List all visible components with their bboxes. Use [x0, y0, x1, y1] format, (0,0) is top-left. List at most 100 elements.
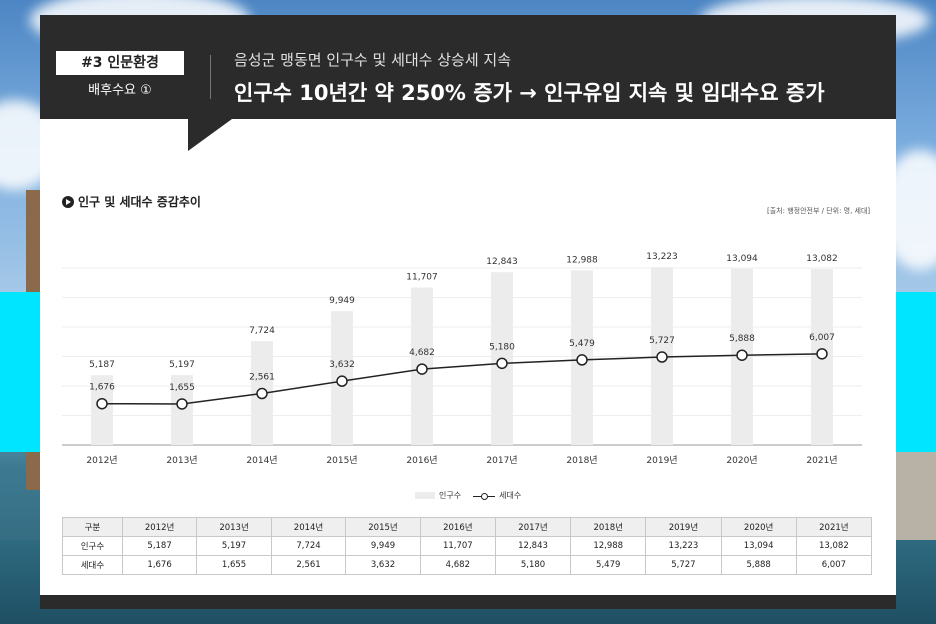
chart-section-title-text: 인구 및 세대수 증감추이 — [78, 195, 201, 209]
table-row: 인구수 5,187 5,197 7,724 9,949 11,707 12,843 12,98… — [62, 536, 873, 556]
table-cell: 2020년 — [720, 517, 797, 537]
bar-data-label: 13,082 — [806, 254, 838, 264]
line-point — [656, 351, 668, 363]
table-cell: 2014년 — [270, 517, 347, 537]
header-pointer — [188, 119, 232, 151]
bar-population — [91, 375, 113, 445]
chart-legend: 인구수 세대수 — [415, 490, 521, 501]
table-cell: 인구수 — [62, 536, 123, 556]
table-cell: 13,094 — [720, 536, 797, 556]
line-data-label: 6,007 — [809, 333, 835, 343]
line-data-label: 4,682 — [409, 348, 435, 358]
section-tag: #3 인문환경 — [56, 51, 184, 75]
line-point — [256, 387, 268, 400]
table-cell: 12,843 — [494, 536, 572, 556]
legend-line-label: 세대수 — [499, 491, 522, 500]
play-icon — [62, 196, 74, 208]
table-cell: 2,561 — [270, 555, 347, 575]
background-accent-left — [0, 292, 40, 452]
table-cell: 2013년 — [196, 517, 272, 537]
line-point — [416, 363, 428, 375]
table-cell: 1,655 — [196, 555, 272, 575]
table-cell: 5,197 — [196, 536, 272, 556]
bar-data-label: 5,187 — [89, 360, 115, 370]
content-card: #3 인문환경 배후수요 ① 음성군 맹동면 인구수 및 세대수 상승세 지속 … — [40, 15, 896, 609]
table-header-row: 구분 2012년 2013년 2014년 2015년 2016년 2017년 2018년 201… — [62, 517, 873, 537]
source-note: [출처: 행정안전부 / 단위: 명, 세대] — [767, 207, 871, 215]
bar-data-label: 7,724 — [249, 326, 275, 336]
line-point — [816, 348, 828, 360]
background-accent-right — [896, 292, 936, 452]
table-cell: 4,682 — [419, 555, 496, 575]
line-point — [96, 397, 108, 410]
x-tick-label: 2019년 — [646, 455, 677, 466]
table-cell: 7,724 — [270, 536, 347, 556]
table-cell: 13,223 — [645, 536, 722, 556]
line-point — [176, 398, 188, 410]
bar-data-label: 11,707 — [406, 272, 438, 282]
x-tick-label: 2014년 — [246, 455, 277, 466]
x-tick-label: 2016년 — [406, 455, 437, 466]
line-data-label: 5,888 — [729, 334, 755, 344]
bar-data-label: 13,094 — [726, 254, 758, 264]
header-subtitle: 음성군 맹동면 인구수 및 세대수 상승세 지속 — [234, 51, 512, 69]
header-banner: #3 인문환경 배후수요 ① 음성군 맹동면 인구수 및 세대수 상승세 지속 … — [40, 15, 896, 119]
table-cell: 2015년 — [345, 517, 421, 537]
background-building — [896, 452, 936, 552]
line-data-label: 3,632 — [329, 360, 355, 370]
line-data-label: 5,727 — [649, 336, 675, 346]
table-cell: 5,479 — [570, 555, 647, 575]
line-data-label: 5,479 — [569, 339, 595, 349]
bottom-bar — [40, 595, 896, 609]
table-cell: 9,949 — [345, 536, 421, 556]
table-cell: 3,632 — [345, 555, 421, 575]
x-tick-label: 2013년 — [166, 455, 197, 466]
legend-bar-swatch — [415, 492, 435, 499]
bar-data-label: 12,843 — [486, 257, 518, 267]
table-cell: 2016년 — [419, 517, 496, 537]
x-tick-label: 2012년 — [86, 455, 117, 466]
header-divider — [210, 55, 211, 99]
combo-chart: 5,187 2012년 5,197 2013년 7,724 2014년 9,949 2015년… — [62, 252, 862, 466]
legend-bar-label: 인구수 — [439, 491, 462, 500]
bar-data-label: 12,988 — [566, 255, 598, 265]
table-cell: 5,888 — [720, 555, 797, 575]
bar-population — [171, 375, 193, 445]
line-point — [576, 354, 588, 366]
table-cell: 1,676 — [121, 555, 198, 575]
line-data-label: 2,561 — [249, 373, 275, 383]
bar-data-label: 5,197 — [169, 360, 195, 370]
bar-data-label: 13,223 — [646, 252, 678, 262]
table-cell: 2012년 — [121, 517, 198, 537]
table-cell: 11,707 — [419, 536, 496, 556]
header-title: 인구수 10년간 약 250% 증가 → 인구유입 지속 및 임대수요 증가 — [234, 81, 825, 105]
x-tick-label: 2021년 — [806, 455, 837, 466]
chart-section-title: 인구 및 세대수 증감추이 — [62, 193, 201, 210]
table-cell: 5,187 — [121, 536, 198, 556]
table-cell: 2019년 — [645, 517, 722, 537]
section-tag-sub: 배후수요 ① — [88, 83, 152, 98]
x-tick-label: 2018년 — [566, 455, 597, 466]
legend-line-swatch — [473, 492, 496, 500]
x-tick-label: 2020년 — [726, 455, 757, 466]
table-cell: 2021년 — [795, 517, 873, 537]
line-households — [101, 353, 823, 405]
line-point — [496, 357, 508, 370]
table-cell: 2018년 — [570, 517, 647, 537]
table-cell: 6,007 — [795, 555, 873, 575]
table-cell: 2017년 — [494, 517, 572, 537]
table-cell: 13,082 — [795, 536, 873, 556]
table-row: 세대수 1,676 1,655 2,561 3,632 4,682 5,180 5,479 5,… — [62, 555, 873, 575]
line-point — [736, 349, 748, 361]
data-table: 구분 2012년 2013년 2014년 2015년 2016년 2017년 2018년 201… — [62, 517, 873, 575]
x-tick-label: 2015년 — [326, 455, 357, 466]
table-cell: 12,988 — [570, 536, 647, 556]
table-cell: 세대수 — [62, 555, 123, 575]
table-cell: 5,180 — [494, 555, 572, 575]
bar-data-label: 9,949 — [329, 296, 355, 306]
line-data-label: 1,655 — [169, 383, 195, 393]
line-data-label: 5,180 — [489, 342, 515, 352]
x-tick-label: 2017년 — [486, 455, 517, 466]
line-data-label: 1,676 — [89, 383, 115, 393]
table-cell: 구분 — [62, 517, 123, 537]
